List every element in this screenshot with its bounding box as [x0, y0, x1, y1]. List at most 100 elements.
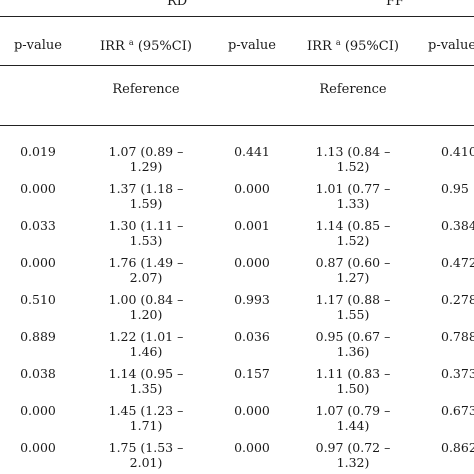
- group-header-ff: FF: [386, 0, 405, 9]
- irr-line-1: 1.07 (0.89 –: [108, 144, 184, 159]
- irr-rd-cell: 1.45 (1.23 –1.71): [96, 403, 196, 433]
- irr-line-1: 1.00 (0.84 –: [108, 292, 184, 307]
- pvalue-ff-cell: 0.036: [234, 329, 270, 344]
- irr-ff-cell: 1.14 (0.85 –1.52): [303, 218, 403, 248]
- pvalue-ff-cell: 0.993: [234, 292, 270, 307]
- col-header-pvalue-3: p-value: [428, 38, 474, 53]
- irr-line-1: 1.37 (1.18 –: [108, 181, 184, 196]
- pvalue-rd-cell: 0.000: [20, 440, 56, 455]
- irr-line-2: 2.07): [129, 270, 163, 285]
- pvalue-rd-cell: 0.000: [20, 403, 56, 418]
- irr-ff-cell: 0.97 (0.72 –1.32): [303, 440, 403, 470]
- col-header-irr-2: IRR a (95%CI): [303, 38, 403, 54]
- irr-ff-cell: 1.13 (0.84 –1.52): [303, 144, 403, 174]
- irr-rd-cell: 1.75 (1.53 –2.01): [96, 440, 196, 470]
- pvalue-3-cell: 0.95: [441, 181, 469, 196]
- pvalue-rd-cell: 0.033: [20, 218, 56, 233]
- irr-rd-cell: 1.07 (0.89 –1.29): [96, 144, 196, 174]
- pvalue-3-cell: 0.472: [441, 255, 474, 270]
- irr-ci-label: (95%CI): [133, 39, 192, 54]
- irr-line-2: 1.53): [129, 233, 163, 248]
- irr-line-2: 1.20): [129, 307, 163, 322]
- pvalue-3-cell: 0.673: [441, 403, 474, 418]
- irr-line-2: 1.36): [336, 344, 370, 359]
- irr-line-1: 1.14 (0.85 –: [315, 218, 391, 233]
- irr-line-2: 1.46): [129, 344, 163, 359]
- irr-ff-cell: 1.17 (0.88 –1.55): [303, 292, 403, 322]
- irr-line-1: 1.07 (0.79 –: [315, 403, 391, 418]
- irr-line-1: 0.97 (0.72 –: [315, 440, 391, 455]
- irr-line-2: 1.52): [336, 159, 370, 174]
- pvalue-rd-cell: 0.038: [20, 366, 56, 381]
- irr-ff-cell: 1.01 (0.77 –1.33): [303, 181, 403, 211]
- col-header-irr-1: IRR a (95%CI): [96, 38, 196, 54]
- irr-line-1: 1.22 (1.01 –: [108, 329, 184, 344]
- irr-rd-cell: 1.14 (0.95 –1.35): [96, 366, 196, 396]
- irr-ff-cell: 1.11 (0.83 –1.50): [303, 366, 403, 396]
- irr-line-2: 1.71): [129, 418, 163, 433]
- irr-line-2: 1.55): [336, 307, 370, 322]
- irr-line-2: 1.32): [336, 455, 370, 470]
- col-header-pvalue-1: p-value: [13, 38, 63, 53]
- col-header-pvalue-2: p-value: [227, 38, 277, 53]
- irr-rd-cell: 1.22 (1.01 –1.46): [96, 329, 196, 359]
- pvalue-3-cell: 0.278: [441, 292, 474, 307]
- irr-label: IRR: [307, 39, 332, 54]
- pvalue-3-cell: 0.410: [441, 144, 474, 159]
- irr-line-2: 1.33): [336, 196, 370, 211]
- pvalue-rd-cell: 0.019: [20, 144, 56, 159]
- pvalue-rd-cell: 0.000: [20, 181, 56, 196]
- irr-label: IRR: [100, 39, 125, 54]
- irr-line-1: 1.76 (1.49 –: [108, 255, 184, 270]
- pvalue-3-cell: 0.862: [441, 440, 474, 455]
- irr-line-2: 2.01): [129, 455, 163, 470]
- pvalue-rd-cell: 0.510: [20, 292, 56, 307]
- irr-footnote-mark: a: [335, 38, 341, 47]
- pvalue-3-cell: 0.384: [441, 218, 474, 233]
- pvalue-ff-cell: 0.441: [234, 144, 270, 159]
- pvalue-ff-cell: 0.000: [234, 440, 270, 455]
- header-bottom-rule: [0, 65, 474, 66]
- reference-label-2: Reference: [319, 82, 387, 97]
- irr-footnote-mark: a: [128, 38, 134, 47]
- irr-line-1: 1.14 (0.95 –: [108, 366, 184, 381]
- irr-rd-cell: 1.00 (0.84 –1.20): [96, 292, 196, 322]
- pvalue-3-cell: 0.373: [441, 366, 474, 381]
- irr-line-2: 1.59): [129, 196, 163, 211]
- irr-rd-cell: 1.30 (1.11 –1.53): [96, 218, 196, 248]
- irr-ff-cell: 0.95 (0.67 –1.36): [303, 329, 403, 359]
- pvalue-rd-cell: 0.889: [20, 329, 56, 344]
- irr-line-1: 1.11 (0.83 –: [315, 366, 391, 381]
- group-header-rd: RD: [167, 0, 188, 9]
- irr-line-1: 1.75 (1.53 –: [108, 440, 184, 455]
- irr-line-2: 1.29): [129, 159, 163, 174]
- reference-label-1: Reference: [112, 82, 180, 97]
- irr-line-1: 1.13 (0.84 –: [315, 144, 391, 159]
- pvalue-ff-cell: 0.000: [234, 255, 270, 270]
- pvalue-ff-cell: 0.000: [234, 403, 270, 418]
- irr-line-1: 1.17 (0.88 –: [315, 292, 391, 307]
- pvalue-ff-cell: 0.157: [234, 366, 270, 381]
- irr-ff-cell: 1.07 (0.79 –1.44): [303, 403, 403, 433]
- irr-rd-cell: 1.37 (1.18 –1.59): [96, 181, 196, 211]
- irr-ci-label: (95%CI): [340, 39, 399, 54]
- irr-line-1: 0.87 (0.60 –: [315, 255, 391, 270]
- pvalue-3-cell: 0.788: [441, 329, 474, 344]
- irr-line-2: 1.27): [336, 270, 370, 285]
- irr-line-1: 1.01 (0.77 –: [315, 181, 391, 196]
- irr-line-1: 1.45 (1.23 –: [108, 403, 184, 418]
- irr-line-1: 0.95 (0.67 –: [315, 329, 391, 344]
- irr-line-2: 1.44): [336, 418, 370, 433]
- irr-ff-cell: 0.87 (0.60 –1.27): [303, 255, 403, 285]
- irr-rd-cell: 1.76 (1.49 –2.07): [96, 255, 196, 285]
- irr-line-2: 1.50): [336, 381, 370, 396]
- irr-line-1: 1.30 (1.11 –: [108, 218, 184, 233]
- pvalue-ff-cell: 0.001: [234, 218, 270, 233]
- body-top-rule: [0, 125, 474, 126]
- pvalue-ff-cell: 0.000: [234, 181, 270, 196]
- irr-line-2: 1.52): [336, 233, 370, 248]
- header-top-rule: [0, 16, 474, 17]
- irr-line-2: 1.35): [129, 381, 163, 396]
- pvalue-rd-cell: 0.000: [20, 255, 56, 270]
